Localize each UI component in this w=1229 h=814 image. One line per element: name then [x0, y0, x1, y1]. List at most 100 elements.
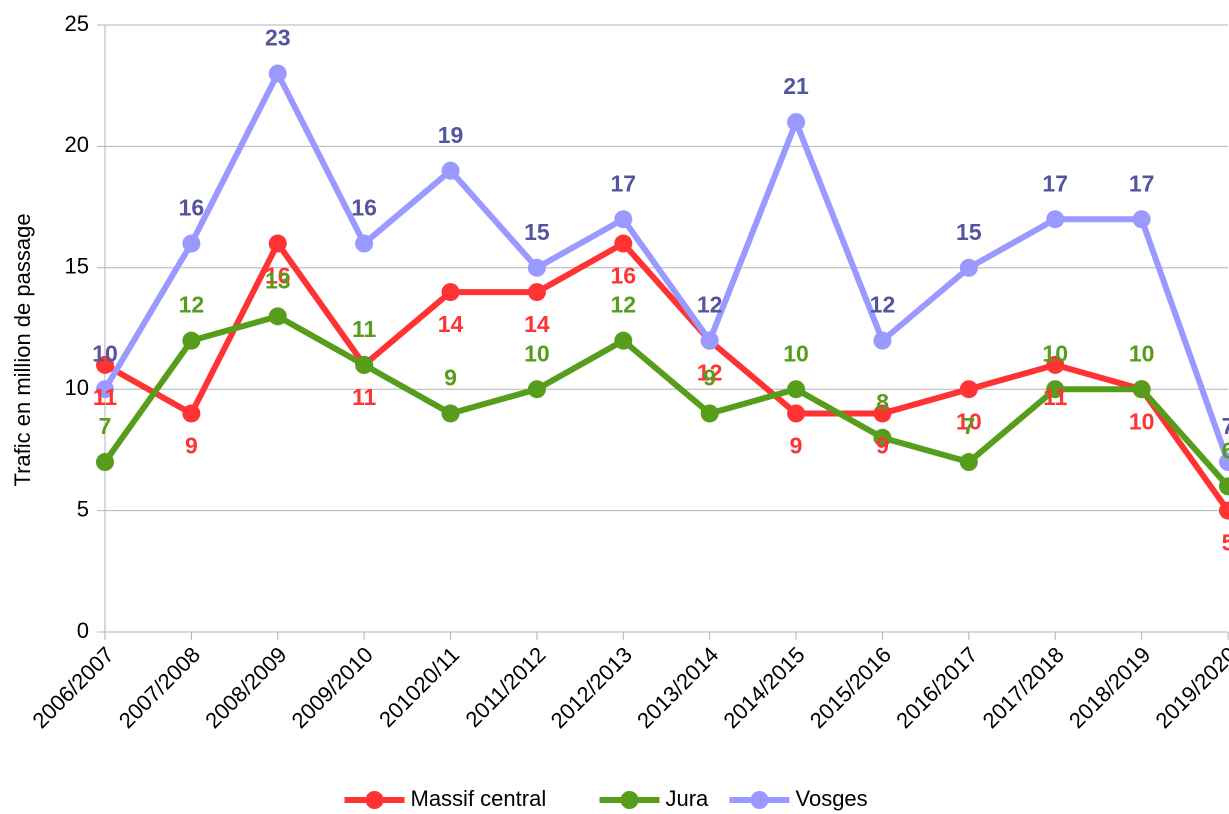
- data-label: 8: [876, 389, 889, 415]
- legend-marker: [365, 791, 384, 809]
- data-label: 9: [876, 433, 889, 459]
- data-label: 11: [1043, 384, 1068, 410]
- data-label: 7: [962, 413, 975, 439]
- point: [182, 234, 201, 253]
- data-label: 7: [1222, 413, 1229, 439]
- x-tick-label: 2013/2014: [632, 642, 723, 733]
- x-tick-label: 2015/2016: [805, 642, 896, 733]
- point: [700, 331, 719, 350]
- series-line: [102, 70, 1229, 464]
- data-label: 5: [1222, 530, 1229, 556]
- point: [268, 234, 287, 253]
- series-line: [103, 240, 1229, 513]
- y-tick-label: 5: [77, 496, 89, 521]
- point: [182, 331, 201, 350]
- x-tick-label: 2012/2013: [546, 642, 637, 733]
- x-tick-label: 2017/2018: [978, 642, 1069, 733]
- data-label: 10: [524, 340, 550, 366]
- data-label: 12: [870, 292, 896, 318]
- point: [959, 380, 978, 399]
- data-label: 15: [524, 219, 550, 245]
- data-label: 23: [265, 25, 291, 51]
- point: [614, 210, 633, 229]
- x-tick-label: 2008/2009: [200, 642, 291, 733]
- point: [441, 161, 460, 180]
- point: [873, 428, 892, 447]
- x-tick-label: 2019/2020: [1150, 642, 1229, 733]
- x-tick-label: 2006/2007: [27, 642, 118, 733]
- data-label: 17: [611, 170, 637, 196]
- legend-marker: [620, 791, 639, 809]
- data-label: 16: [611, 263, 637, 289]
- data-label: 9: [185, 433, 198, 459]
- y-tick-label: 15: [65, 254, 89, 279]
- data-label: 14: [524, 311, 550, 337]
- point: [355, 234, 374, 253]
- point: [614, 331, 633, 350]
- point: [441, 283, 460, 302]
- data-label: 12: [611, 292, 637, 318]
- data-label: 12: [697, 292, 723, 318]
- legend-label: Vosges: [796, 786, 868, 811]
- point: [787, 404, 806, 423]
- point: [527, 380, 546, 399]
- data-label: 15: [956, 219, 982, 245]
- y-tick-label: 25: [65, 11, 89, 36]
- data-label: 19: [438, 122, 464, 148]
- data-label: 10: [1129, 408, 1155, 434]
- point: [614, 234, 633, 253]
- data-label: 10: [783, 340, 809, 366]
- point: [96, 380, 114, 399]
- x-tick-label: 2009/2010: [287, 642, 378, 733]
- point: [787, 113, 806, 132]
- point: [182, 404, 201, 423]
- point: [441, 404, 460, 423]
- data-label: 11: [93, 384, 118, 410]
- point: [96, 453, 114, 472]
- data-label: 13: [265, 267, 291, 293]
- data-label: 11: [352, 384, 377, 410]
- y-tick-label: 20: [65, 132, 89, 157]
- point: [1219, 453, 1229, 472]
- x-tick-label: 2007/2008: [114, 642, 205, 733]
- data-label: 14: [438, 311, 464, 337]
- data-label: 9: [703, 365, 716, 391]
- data-label: 17: [1129, 170, 1155, 196]
- y-axis-title: Trafic en million de passage: [10, 213, 35, 486]
- point: [873, 331, 892, 350]
- data-label: 10: [1042, 340, 1068, 366]
- data-label: 7: [99, 413, 112, 439]
- point: [527, 283, 546, 302]
- data-label: 10: [956, 408, 982, 434]
- point: [268, 64, 287, 83]
- point: [268, 307, 287, 326]
- legend-label: Jura: [666, 786, 710, 811]
- y-tick-label: 0: [77, 618, 89, 643]
- point: [700, 404, 719, 423]
- point: [959, 453, 978, 472]
- point: [873, 404, 892, 423]
- data-label: 17: [1042, 170, 1068, 196]
- point: [355, 355, 374, 374]
- data-label: 10: [1129, 340, 1155, 366]
- legend-label: Massif central: [411, 786, 547, 811]
- point: [1132, 380, 1151, 399]
- data-label: 16: [179, 195, 205, 221]
- point: [1219, 501, 1229, 520]
- data-label: 16: [351, 195, 377, 221]
- point: [527, 258, 546, 277]
- point: [96, 355, 114, 374]
- data-label: 11: [352, 316, 377, 342]
- x-tick-label: 2018/2019: [1064, 642, 1155, 733]
- x-tick-label: 2016/2017: [891, 642, 982, 733]
- data-label: 16: [265, 263, 291, 289]
- point: [1132, 210, 1151, 229]
- point: [959, 258, 978, 277]
- data-label: 21: [783, 73, 809, 99]
- point: [1219, 477, 1229, 496]
- data-label: 12: [697, 360, 723, 386]
- data-label: 10: [92, 340, 118, 366]
- x-tick-label: 2014/2015: [719, 642, 810, 733]
- point: [1046, 210, 1065, 229]
